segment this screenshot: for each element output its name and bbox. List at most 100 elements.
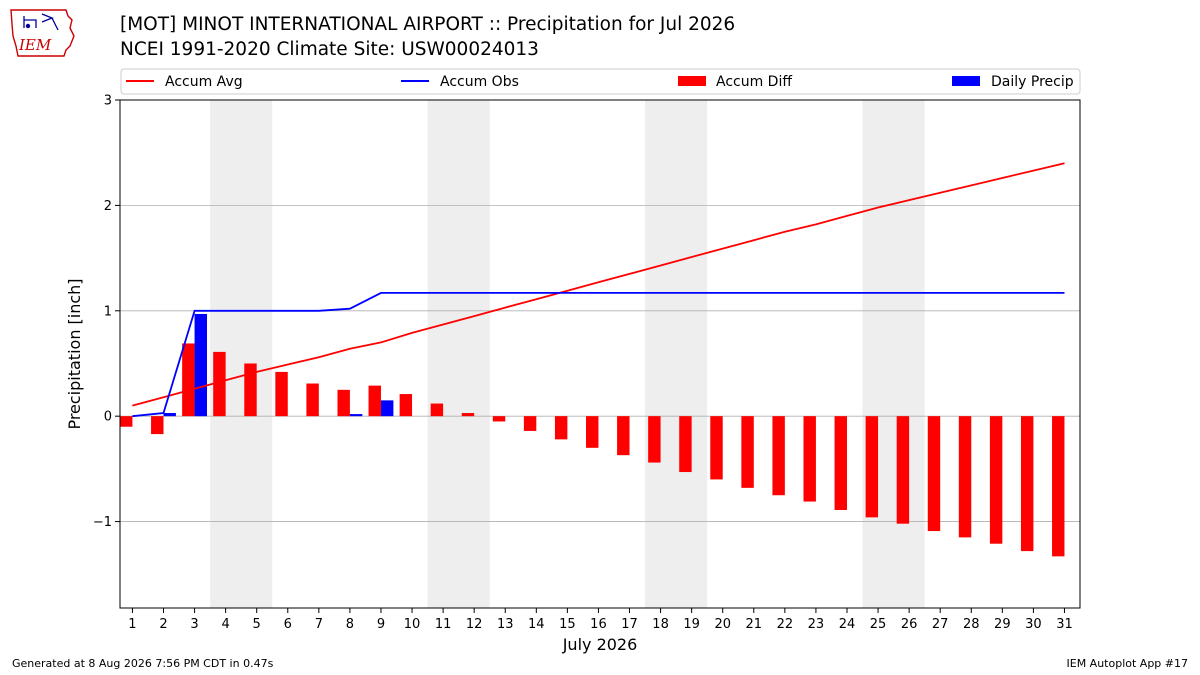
legend-daily-precip-label: Daily Precip	[991, 74, 1074, 90]
x-tick-label: 10	[404, 617, 421, 632]
lines	[132, 162, 1065, 418]
legend-accum-avg-label: Accum Avg	[165, 74, 243, 90]
accum-diff-bar	[741, 416, 754, 488]
x-tick-label: 27	[932, 617, 949, 632]
x-tick-label: 31	[1056, 617, 1073, 632]
x-tick-label: 11	[435, 617, 452, 632]
accum-diff-bar	[275, 371, 288, 417]
y-axis-label: Precipitation [inch]	[65, 278, 84, 429]
x-tick-label: 18	[652, 617, 669, 632]
y-tick-label: 0	[104, 410, 112, 425]
accum-diff-bar	[523, 416, 537, 431]
x-tick-label: 2	[159, 617, 167, 632]
x-tick-label: 3	[190, 617, 198, 632]
legend-accum-diff-swatch	[678, 76, 706, 86]
x-tick-label: 20	[714, 617, 731, 632]
x-tick-label: 29	[994, 617, 1011, 632]
generated-timestamp: Generated at 8 Aug 2026 7:56 PM CDT in 0…	[12, 657, 274, 670]
x-tick-label: 12	[466, 617, 483, 632]
x-tick-label: 19	[683, 617, 700, 632]
x-axis-label: July 2026	[562, 635, 638, 654]
iowa-state-outline	[10, 9, 75, 57]
accum-diff-bar	[244, 363, 257, 417]
x-tick-label: 4	[221, 617, 229, 632]
x-tick-label: 6	[284, 617, 292, 632]
accum-diff-bar	[617, 416, 630, 456]
x-tick-label: 13	[497, 617, 514, 632]
accum-diff-bar	[337, 389, 350, 417]
accum-diff-bar	[1020, 416, 1034, 552]
daily-precip-bar	[380, 400, 394, 417]
legend-frame	[120, 68, 1081, 95]
accum-diff-bar	[896, 416, 910, 524]
iem-logo: IEM	[10, 9, 75, 57]
accum-diff-bar	[834, 416, 847, 510]
chart-subtitle: NCEI 1991-2020 Climate Site: USW00024013	[120, 39, 539, 60]
accum-diff-bar	[865, 416, 879, 518]
bars	[120, 313, 1065, 557]
accum-diff-bar	[586, 416, 599, 448]
x-tick-label: 15	[559, 617, 576, 632]
accum-diff-bar	[803, 416, 816, 502]
x-tick-label: 5	[253, 617, 261, 632]
accum-diff-bar	[648, 416, 661, 463]
weather-station-icon	[23, 13, 59, 31]
accum-diff-bar	[368, 385, 381, 417]
accum-diff-bar	[430, 403, 444, 417]
accum-diff-bar	[958, 416, 972, 538]
daily-precip-bar	[349, 414, 363, 417]
legend-daily-precip-swatch	[952, 76, 980, 86]
station-dot	[25, 23, 31, 29]
accum-diff-bar	[772, 416, 785, 496]
accum-obs-line	[132, 291, 1065, 418]
accum-diff-bar	[120, 416, 133, 427]
legend: Accum Avg Accum Obs Accum Diff Daily Precip	[120, 68, 1081, 95]
plot-frame	[119, 99, 1081, 609]
x-tick-label: 7	[315, 617, 323, 632]
chart-title-block: [MOT] MINOT INTERNATIONAL AIRPORT :: Pre…	[120, 12, 735, 62]
accum-avg-line	[132, 162, 1065, 407]
y-tick-label: 1	[104, 304, 112, 319]
y-tick-label: 3	[104, 94, 112, 109]
x-tick-label: 30	[1025, 617, 1042, 632]
chart-title: [MOT] MINOT INTERNATIONAL AIRPORT :: Pre…	[120, 14, 736, 35]
logo-text: IEM	[18, 36, 52, 54]
autoplot-app-id: IEM Autoplot App #17	[1066, 657, 1189, 670]
accum-diff-bar	[927, 416, 941, 532]
accum-diff-bar	[151, 416, 164, 435]
accum-diff-bar	[461, 413, 475, 417]
x-tick-label: 17	[621, 617, 638, 632]
daily-precip-bar	[163, 413, 176, 417]
x-axis-ticks: 1 2 3 4 5 6 7 8 9 10 11 12 13 14 15 16 17 18 19 20 21 22 23 24 2…	[128, 608, 1073, 632]
x-tick-label: 9	[377, 617, 385, 632]
accum-diff-bar	[1052, 416, 1065, 557]
x-tick-label: 26	[901, 617, 918, 632]
legend-accum-obs-label: Accum Obs	[440, 74, 519, 90]
accum-diff-bar	[182, 343, 195, 417]
x-tick-label: 1	[128, 617, 136, 632]
accum-diff-bar	[213, 351, 226, 417]
x-tick-label: 24	[839, 617, 856, 632]
accum-diff-bar	[492, 416, 506, 422]
accum-diff-bar	[710, 416, 723, 480]
accum-diff-bar	[554, 416, 568, 440]
x-tick-label: 14	[528, 617, 545, 632]
x-tick-label: 21	[746, 617, 763, 632]
x-tick-label: 8	[346, 617, 354, 632]
weekend-shade-3	[645, 100, 708, 608]
weekend-shade-2	[427, 100, 490, 608]
accum-diff-bar	[399, 394, 413, 417]
y-axis-ticks: −1 0 1 2 3	[93, 94, 120, 530]
accum-diff-bar	[679, 416, 692, 473]
x-tick-label: 23	[808, 617, 825, 632]
x-tick-label: 22	[777, 617, 794, 632]
weekend-shading	[210, 100, 925, 608]
x-tick-label: 25	[870, 617, 887, 632]
legend-accum-diff-label: Accum Diff	[716, 74, 792, 90]
accum-diff-bar	[989, 416, 1003, 544]
y-tick-label: −1	[93, 515, 112, 530]
x-tick-label: 16	[590, 617, 607, 632]
daily-precip-bar	[194, 313, 207, 417]
weekend-shade-4	[862, 100, 925, 608]
